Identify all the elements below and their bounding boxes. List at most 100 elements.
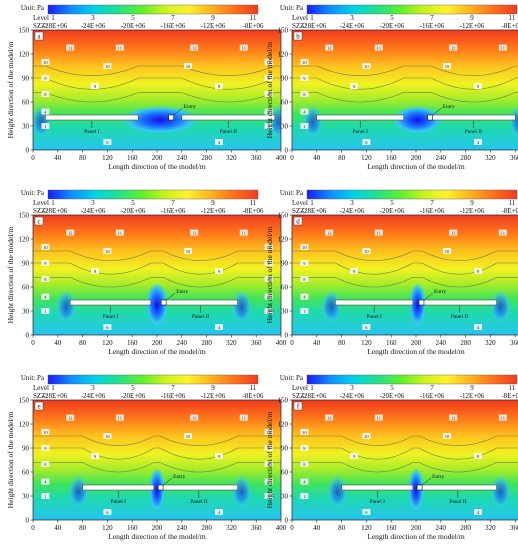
legend-level: 1 (51, 384, 55, 392)
boundary-concentration-right (231, 476, 252, 508)
legend-value: -20E+06 (380, 22, 405, 30)
legend-level: 1 (310, 14, 314, 22)
x-tick-label: 280 (201, 154, 212, 162)
y-tick-label: 90 (281, 75, 289, 83)
x-tick-label: 240 (436, 524, 447, 532)
chart-panel-e: Unit: PaLevelSZZ:1-28E+063-24E+065-20E+0… (6, 374, 287, 541)
entry-leader (423, 292, 434, 301)
legend-level: 3 (91, 199, 95, 207)
legend-value: -28E+06 (302, 207, 327, 215)
y-tick-label: 150 (278, 212, 289, 220)
contour-label-box (115, 44, 124, 51)
contour-label-box (300, 123, 309, 129)
y-tick-label: 30 (281, 123, 289, 131)
contour-level-label: 8 (267, 309, 270, 314)
contour-label-box (474, 453, 482, 459)
contour-label-box (103, 63, 112, 69)
contour-level-label: 9 (353, 269, 356, 274)
legend-unit: Unit: Pa (21, 374, 45, 382)
contour-level-label: 10 (445, 434, 450, 439)
contour-label-box (41, 493, 50, 499)
legend-value: -16E+06 (420, 392, 445, 400)
contour-level-label: 11 (377, 46, 381, 51)
entry-label: Entry (176, 289, 188, 295)
legend-value: -8E+06 (242, 22, 264, 30)
contour-line (33, 435, 281, 446)
contour-level-label: 10 (43, 60, 48, 65)
contour-level-label: 10 (266, 60, 271, 65)
contour-level-label: 11 (501, 231, 505, 236)
legend-level: 9 (470, 14, 474, 22)
contour-label-box (300, 244, 309, 250)
legend-value: -20E+06 (121, 207, 146, 215)
x-tick-label: 280 (460, 524, 471, 532)
legend-value: -20E+06 (380, 392, 405, 400)
contour-line (292, 435, 518, 446)
legend-szz-label: SZZ: (33, 392, 47, 400)
entry-roadway (157, 484, 164, 491)
contour-label-box (215, 139, 223, 145)
contour-label-box (41, 429, 50, 435)
y-tick-label: 60 (281, 469, 289, 477)
entry-annotation: Entry (166, 289, 189, 301)
contour-level-label: 10 (266, 430, 271, 435)
contour-field: 12 11 12 11 10 10 10 10 9 9 9 9 8 6 4 3 1 8 6 4 (33, 30, 281, 150)
contour-label-box (474, 139, 482, 145)
contour-label-box (300, 75, 309, 81)
legend-level: 5 (390, 199, 394, 207)
x-tick-label: 320 (485, 339, 496, 347)
entry-leader (166, 292, 176, 301)
boundary-concentration-right (490, 291, 511, 323)
contour-label-box (300, 429, 309, 435)
entry-roadway (427, 114, 433, 121)
entry-label: Entry (184, 104, 196, 110)
goaf-panel-2 (431, 114, 516, 121)
x-tick-label: 320 (485, 524, 496, 532)
contour-level-label: 1 (303, 124, 305, 129)
panel-letter: e (37, 403, 40, 411)
entry-roadway (418, 299, 425, 306)
contour-level-label: 10 (105, 434, 110, 439)
legend-value: -24E+06 (81, 22, 106, 30)
legend-level: 3 (350, 14, 354, 22)
contour-line (33, 277, 281, 288)
entry-roadway (168, 114, 174, 121)
contour-level-label: 9 (303, 261, 306, 266)
contour-label-box (215, 509, 223, 515)
x-tick-label: 320 (226, 339, 237, 347)
boundary-concentration-left (327, 476, 348, 508)
contour-level-label: 6 (365, 140, 368, 145)
contour-label-box (264, 293, 273, 300)
legend-level-label: Level (33, 199, 49, 207)
entry-leader (432, 107, 442, 116)
contour-level-label: 9 (267, 446, 270, 451)
contour-label-box (264, 276, 273, 282)
y-tick-label: 90 (22, 445, 30, 453)
x-tick-label: 160 (386, 339, 397, 347)
x-axis-label: Length direction of the model/m (108, 347, 206, 356)
x-tick-label: 360 (510, 154, 518, 162)
x-tick-label: 240 (177, 524, 188, 532)
entry-annotation: Entry (421, 474, 445, 486)
contour-label-box (300, 308, 309, 314)
contour-level-label: 11 (242, 416, 246, 421)
legend-level: 9 (470, 199, 474, 207)
goaf-panel-1 (316, 114, 404, 121)
contour-line (292, 92, 518, 103)
x-tick-label: 40 (54, 154, 62, 162)
contour-level-label: 10 (445, 249, 450, 254)
contour-level-label: 9 (477, 454, 480, 459)
contour-level-label: 12 (327, 46, 332, 51)
legend-value: -24E+06 (340, 392, 365, 400)
contour-level-label: 3 (267, 295, 270, 300)
goaf-panel-1 (69, 299, 152, 306)
contour-level-label: 10 (302, 60, 307, 65)
x-tick-label: 400 (276, 339, 287, 347)
contour-level-label: 9 (477, 269, 480, 274)
contour-label-box (215, 268, 223, 274)
legend-value: -16E+06 (161, 22, 186, 30)
contour-label-box (350, 453, 358, 459)
contour-level-label: 10 (186, 434, 191, 439)
boundary-concentration-left (56, 291, 77, 323)
chart-panel-b: Unit: PaLevelSZZ:1-28E+063-24E+065-20E+0… (265, 4, 518, 171)
